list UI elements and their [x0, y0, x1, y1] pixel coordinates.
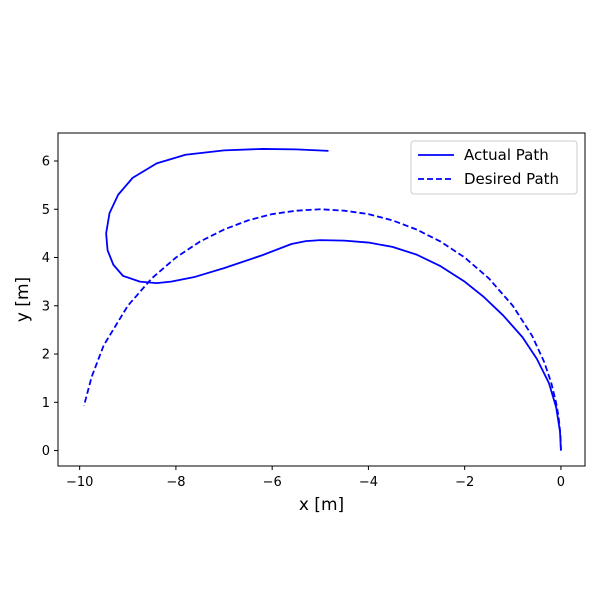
x-axis-label: x [m]	[299, 495, 344, 515]
y-tick-label: 3	[42, 299, 50, 314]
legend: Actual Path Desired Path	[410, 140, 578, 195]
x-tick-label: −10	[66, 475, 93, 490]
x-tick-label: −2	[455, 475, 474, 490]
y-tick-label: 2	[42, 348, 50, 363]
x-tick-label: −4	[359, 475, 378, 490]
legend-label-actual-path: Actual Path	[464, 146, 549, 164]
legend-label-desired-path: Desired Path	[464, 170, 559, 188]
x-tick-label: −6	[263, 475, 282, 490]
series-line-desired-path	[83, 208, 562, 451]
x-tick-label: −8	[166, 475, 185, 490]
y-tick-label: 0	[42, 444, 50, 459]
y-axis-label: y [m]	[13, 277, 33, 322]
y-tick-label: 1	[42, 396, 50, 411]
tick-layer: −10 −8 −6 −4 −2 0 0 1 2 3 4 5 6	[42, 154, 565, 490]
plot-frame	[57, 132, 586, 467]
y-tick-label: 6	[42, 154, 50, 169]
y-tick-label: 4	[42, 251, 50, 266]
series-line-actual-path	[105, 148, 562, 451]
y-tick-label: 5	[42, 203, 50, 218]
series-layer	[83, 148, 562, 451]
x-tick-label: 0	[557, 475, 565, 490]
